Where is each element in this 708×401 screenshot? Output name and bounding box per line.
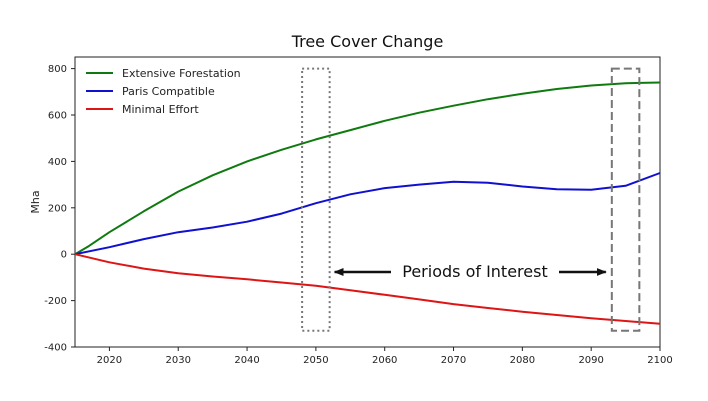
x-tick-label: 2050 (303, 355, 328, 366)
y-tick-label: 200 (48, 203, 67, 214)
y-tick-label: -400 (44, 343, 67, 354)
y-tick-label: 0 (61, 250, 67, 261)
x-tick-label: 2060 (372, 355, 397, 366)
series-line-0 (74, 81, 661, 256)
y-tick-label: 400 (48, 157, 67, 168)
y-tick-label: 800 (48, 64, 67, 75)
legend: Extensive Forestation Paris Compatible Min… (86, 67, 241, 116)
y-tick-label: -200 (44, 296, 67, 307)
y-axis-label: Mha (29, 190, 42, 213)
y-tick-label: 600 (48, 111, 67, 122)
x-tick-label: 2070 (441, 355, 466, 366)
highlight-box-1 (610, 67, 641, 332)
x-tick-label: 2080 (510, 355, 535, 366)
x-tick-label: 2030 (166, 355, 191, 366)
x-tick-label: 2040 (234, 355, 259, 366)
legend-label-2: Minimal Effort (122, 103, 199, 116)
legend-label-0: Extensive Forestation (122, 67, 241, 80)
legend-label-1: Paris Compatible (122, 85, 215, 98)
x-tick-label: 2090 (578, 355, 603, 366)
plot-area: 2020 2030 2040 2050 2060 2070 2080 2090 2100 -400… (44, 56, 673, 366)
plot-frame (74, 56, 661, 348)
series-line-1 (74, 172, 661, 256)
series-line-2 (74, 253, 661, 325)
chart-title: Tree Cover Change (291, 32, 444, 51)
annotation-label: Periods of Interest (402, 262, 547, 281)
x-tick-label: 2100 (647, 355, 672, 366)
x-tick-label: 2020 (97, 355, 122, 366)
